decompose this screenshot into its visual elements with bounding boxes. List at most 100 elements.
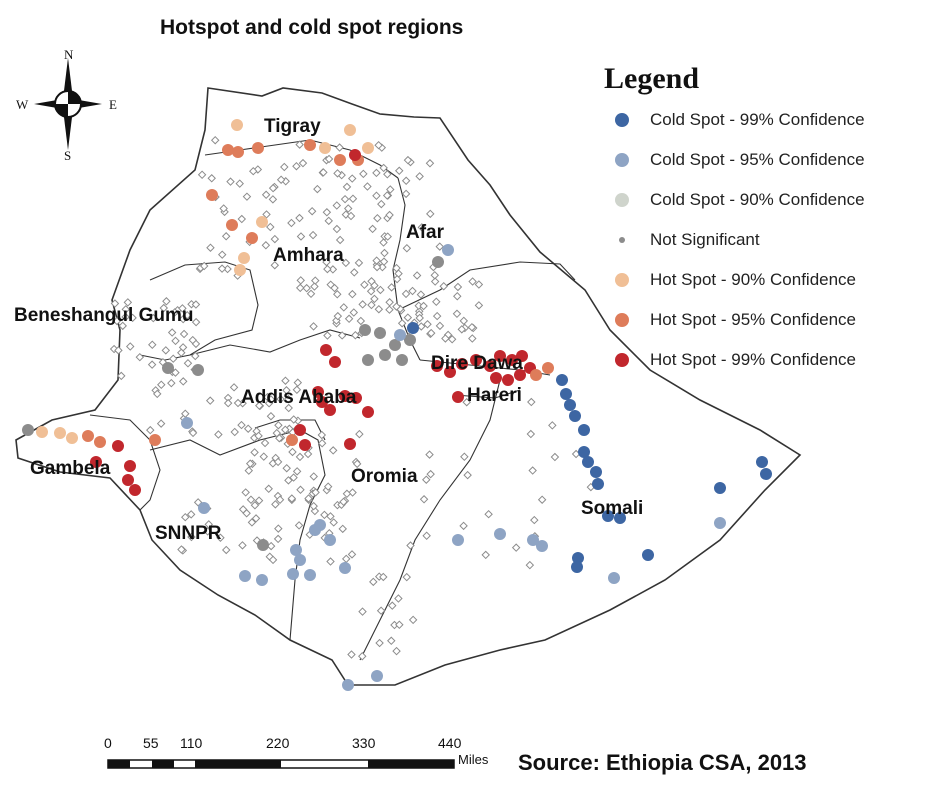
not-significant-point xyxy=(307,206,317,216)
not-significant-point xyxy=(268,555,278,565)
not-significant-point xyxy=(337,331,347,340)
not-significant-point xyxy=(422,531,431,540)
not-significant-point xyxy=(324,216,333,226)
not-significant-point xyxy=(295,213,304,223)
not-significant-point xyxy=(430,270,440,280)
compass-s-label: S xyxy=(64,148,72,163)
scale-tick-label: 330 xyxy=(352,735,376,751)
not-significant-point xyxy=(259,452,269,461)
not-significant-point xyxy=(296,485,305,495)
not-significant-point xyxy=(282,463,291,473)
not-significant-point xyxy=(152,389,162,399)
not-significant-point xyxy=(406,541,415,550)
hotspot-point xyxy=(206,189,218,201)
not-significant-point xyxy=(266,395,276,404)
not-significant-point xyxy=(219,204,228,213)
not-significant-point xyxy=(261,190,271,200)
hotspot-point xyxy=(362,354,374,366)
hotspot-point xyxy=(82,430,94,442)
hotspot-point xyxy=(714,482,726,494)
legend-swatch xyxy=(600,313,644,327)
not-significant-point xyxy=(229,383,239,392)
not-significant-point xyxy=(205,396,215,405)
not-significant-point xyxy=(412,271,422,280)
not-significant-point xyxy=(468,334,477,343)
not-significant-point xyxy=(292,467,302,476)
country-outline xyxy=(15,87,802,686)
not-significant-point xyxy=(114,346,123,355)
not-significant-point xyxy=(238,505,248,514)
not-significant-point xyxy=(528,466,537,475)
hotspot-point xyxy=(149,434,161,446)
not-significant-point xyxy=(530,515,539,525)
hotspot-point xyxy=(452,534,464,546)
not-significant-point xyxy=(246,495,256,505)
hotspot-point xyxy=(94,436,106,448)
legend-item: Hot Spot - 99% Confidence xyxy=(600,340,930,380)
not-significant-point xyxy=(241,488,250,497)
not-significant-point xyxy=(347,174,357,183)
not-significant-point xyxy=(453,291,462,301)
hotspot-point xyxy=(506,354,518,366)
not-significant-point xyxy=(462,397,471,407)
hotspot-point xyxy=(198,502,210,514)
not-significant-point xyxy=(167,328,177,337)
not-significant-point xyxy=(342,489,352,499)
hotspot-point xyxy=(238,252,250,264)
region-label-amhara: Amhara xyxy=(273,245,344,266)
not-significant-points xyxy=(109,135,596,661)
legend-label: Hot Spot - 90% Confidence xyxy=(650,270,857,289)
hotspot-point xyxy=(484,360,496,372)
not-significant-point xyxy=(417,322,426,331)
not-significant-point xyxy=(317,439,327,448)
region-label-gambela: Gambela xyxy=(30,458,111,479)
not-significant-point xyxy=(197,170,207,180)
not-significant-point xyxy=(430,277,440,286)
not-significant-point xyxy=(230,427,239,437)
not-significant-point xyxy=(401,176,411,186)
hotspot-point xyxy=(578,446,590,458)
not-significant-point xyxy=(177,545,186,554)
not-significant-point xyxy=(390,620,399,630)
not-significant-point xyxy=(320,510,329,520)
region-label-snnpr: SNNPR xyxy=(155,523,222,544)
not-significant-point xyxy=(237,214,247,224)
hotspot-point xyxy=(286,434,298,446)
hotspot-point xyxy=(569,410,581,422)
not-significant-point xyxy=(235,179,244,188)
not-significant-point xyxy=(426,209,435,219)
not-significant-point xyxy=(112,316,122,326)
not-significant-point xyxy=(210,135,220,145)
not-significant-point xyxy=(463,470,472,480)
not-significant-point xyxy=(323,264,332,274)
hotspot-point xyxy=(359,324,371,336)
not-significant-point xyxy=(298,158,308,168)
not-significant-point xyxy=(159,303,169,313)
not-significant-point xyxy=(387,283,396,292)
hotspot-point xyxy=(490,372,502,384)
not-significant-point xyxy=(326,280,335,289)
scale-tick-label: 0 xyxy=(104,735,112,751)
hotspot-point xyxy=(407,322,419,334)
hotspot-point xyxy=(530,369,542,381)
hotspot-point xyxy=(516,350,528,362)
not-significant-point xyxy=(408,615,418,625)
legend-swatch xyxy=(600,113,644,127)
not-significant-point xyxy=(207,174,216,183)
hotspot-point xyxy=(239,570,251,582)
not-significant-point xyxy=(249,166,258,176)
not-significant-point xyxy=(403,155,413,165)
hotspot-point xyxy=(66,432,78,444)
not-significant-point xyxy=(403,313,413,322)
hotspot-point xyxy=(339,562,351,574)
hotspot-point xyxy=(571,561,583,573)
not-significant-point xyxy=(274,524,283,533)
not-significant-point xyxy=(295,452,305,462)
legend-label: Cold Spot - 90% Confidence xyxy=(650,190,865,209)
not-significant-point xyxy=(481,550,490,560)
not-significant-point xyxy=(121,305,131,314)
not-significant-point xyxy=(484,509,493,519)
north-arrow-icon xyxy=(34,58,102,150)
not-significant-point xyxy=(306,289,316,299)
not-significant-point xyxy=(128,313,137,323)
